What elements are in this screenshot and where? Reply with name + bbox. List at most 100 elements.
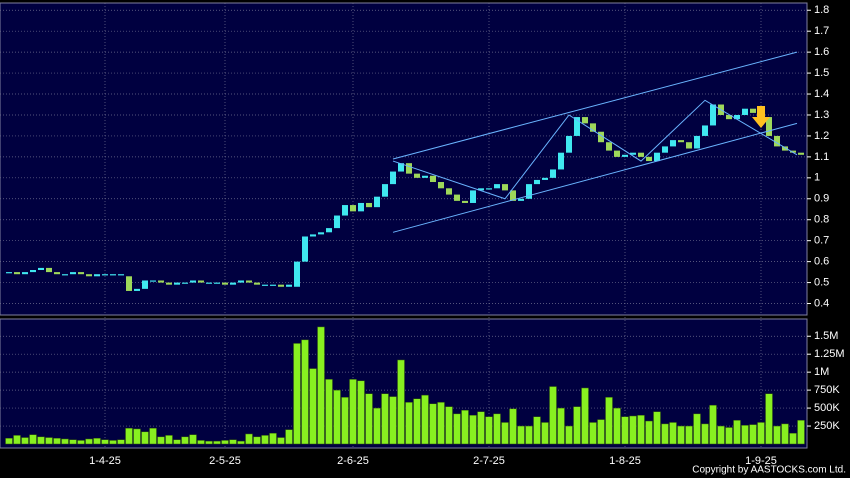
- y-tick-label: 1.2: [814, 130, 829, 142]
- candle-body: [62, 274, 68, 276]
- candle-body: [222, 282, 228, 285]
- volume-bar: [237, 440, 245, 445]
- volume-bar: [429, 403, 437, 445]
- candle-body: [310, 234, 316, 237]
- candle-body: [558, 152, 564, 170]
- candle-body: [166, 282, 172, 285]
- volume-bar: [21, 437, 29, 445]
- candle-body: [726, 114, 732, 120]
- candle-body: [190, 280, 196, 283]
- candle-body: [542, 177, 548, 180]
- volume-bar: [309, 368, 317, 445]
- candle-body: [510, 190, 516, 201]
- candle-body: [94, 274, 100, 277]
- candle-body: [78, 272, 84, 275]
- candle-body: [470, 190, 476, 203]
- candle-body: [382, 184, 388, 197]
- candle-body: [582, 117, 588, 124]
- volume-bar: [389, 396, 397, 445]
- volume-bar: [541, 422, 549, 445]
- volume-bar: [77, 440, 85, 445]
- candle-body: [30, 270, 36, 273]
- y-tick-label: 0.5: [814, 276, 829, 288]
- x-tick-label: 1-8-25: [609, 455, 641, 467]
- volume-bar: [61, 438, 69, 445]
- candle-body: [102, 274, 108, 276]
- candle-body: [358, 202, 364, 212]
- volume-bar: [157, 436, 165, 445]
- volume-bar: [557, 407, 565, 445]
- volume-bar: [669, 422, 677, 445]
- candle-body: [678, 140, 684, 143]
- volume-bar: [397, 359, 405, 445]
- volume-bar: [357, 380, 365, 445]
- volume-bar: [365, 393, 373, 445]
- y-tick-label: 0.7: [814, 235, 829, 247]
- volume-bar: [533, 416, 541, 445]
- candle-body: [710, 104, 716, 126]
- volume-bar: [677, 425, 685, 445]
- candle-body: [6, 272, 12, 274]
- candle-body: [294, 261, 300, 287]
- candle-body: [86, 274, 92, 277]
- volume-bar: [349, 379, 357, 445]
- volume-bar: [485, 416, 493, 445]
- candle-body: [670, 140, 676, 147]
- volume-bar: [653, 411, 661, 445]
- candle-body: [406, 163, 412, 174]
- volume-bar: [213, 440, 221, 445]
- candle-body: [286, 284, 292, 287]
- y-tick-label: 1: [814, 172, 820, 184]
- candle-body: [574, 117, 580, 136]
- y-tick-label: 750K: [814, 384, 840, 396]
- candle-body: [270, 284, 276, 286]
- volume-bar: [477, 411, 485, 445]
- candle-body: [766, 117, 772, 136]
- volume-bar: [325, 379, 333, 445]
- candle-body: [630, 152, 636, 155]
- candle-body: [734, 114, 740, 120]
- volume-bar: [741, 425, 749, 445]
- y-tick-label: 1.3: [814, 109, 829, 121]
- volume-bar: [181, 436, 189, 445]
- volume-bar: [133, 428, 141, 445]
- y-tick-label: 1.8: [814, 4, 829, 16]
- volume-bar: [317, 326, 325, 445]
- volume-bar: [141, 431, 149, 445]
- candle-body: [246, 280, 252, 283]
- candle-body: [686, 142, 692, 149]
- candle-body: [158, 280, 164, 283]
- volume-bar: [597, 419, 605, 445]
- volume-bar: [661, 423, 669, 445]
- candle-body: [694, 135, 700, 149]
- volume-bar: [101, 439, 109, 445]
- volume-bar: [453, 413, 461, 445]
- y-tick-label: 0.8: [814, 214, 829, 226]
- candle-body: [606, 142, 612, 151]
- volume-bar: [13, 435, 21, 445]
- y-tick-label: 0.4: [814, 297, 829, 309]
- volume-bar: [253, 436, 261, 445]
- volume-bar: [437, 402, 445, 445]
- candle-body: [318, 232, 324, 235]
- trend-line: [392, 122, 798, 233]
- candle-body: [622, 154, 628, 157]
- x-tick-label: 2-5-25: [209, 455, 241, 467]
- candle-body: [798, 152, 804, 155]
- candle-body: [366, 202, 372, 208]
- volume-bar: [549, 386, 557, 445]
- candle-body: [494, 184, 500, 189]
- candle-body: [774, 135, 780, 147]
- volume-bar: [117, 439, 125, 445]
- volume-bar: [613, 407, 621, 445]
- volume-bar: [797, 420, 805, 445]
- candle-body: [518, 198, 524, 201]
- copyright: Copyright by AASTOCKS.com Ltd.: [692, 465, 846, 476]
- y-tick-label: 1.25M: [814, 348, 845, 360]
- volume-bar: [45, 437, 53, 445]
- volume-bar: [637, 415, 645, 445]
- volume-bar: [85, 438, 93, 445]
- volume-bar: [781, 423, 789, 445]
- volume-bar: [733, 420, 741, 445]
- y-tick-label: 1.1: [814, 151, 829, 163]
